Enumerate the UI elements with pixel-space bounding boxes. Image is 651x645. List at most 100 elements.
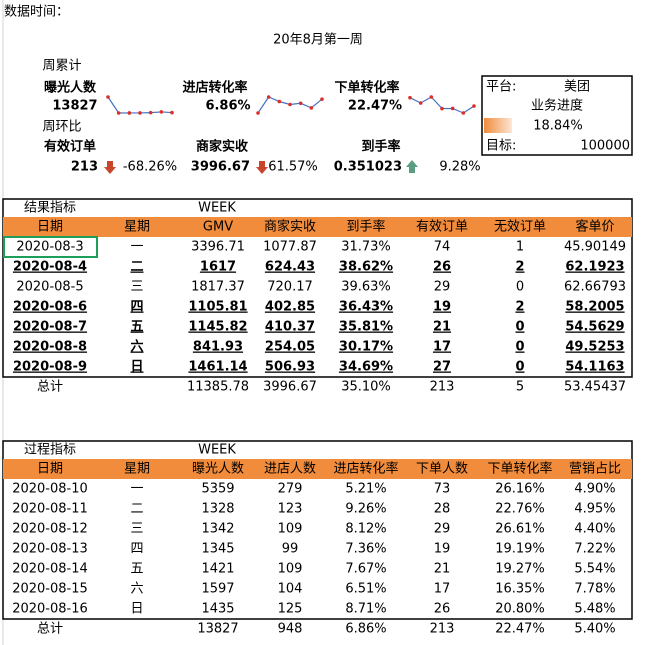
compare-change: 61.57% <box>268 160 318 175</box>
sparkline-point <box>429 95 434 99</box>
cell: 2 <box>515 260 524 275</box>
sparkline-point <box>461 111 466 115</box>
column-header: 有效订单 <box>416 220 468 235</box>
column-header: 营销占比 <box>569 462 621 477</box>
cell: 49.5253 <box>565 340 624 355</box>
cell: 2020-08-3 <box>16 240 83 255</box>
cell: 19 <box>434 542 451 557</box>
cell: 2020-08-15 <box>12 582 88 597</box>
cell: 58.2005 <box>565 300 624 315</box>
cell: 29 <box>434 522 451 537</box>
cell: 1421 <box>201 562 234 577</box>
cell: 26 <box>434 602 451 617</box>
cell: 1345 <box>201 542 234 557</box>
cell: 2020-08-11 <box>12 502 88 517</box>
metric-label: 曝光人数 <box>44 80 97 96</box>
selected-cell <box>3 236 98 258</box>
total-cell: 213 <box>430 622 455 637</box>
weekly-label: 周累计 <box>42 59 81 74</box>
total-cell: 6.86% <box>345 622 386 637</box>
column-header: 进店转化率 <box>333 461 398 477</box>
cell: 36.43% <box>339 300 393 315</box>
cell: 0 <box>515 340 524 355</box>
cell: 6.51% <box>345 582 386 597</box>
cell: 1617 <box>200 260 236 275</box>
cell: 17 <box>433 340 451 355</box>
sparkline-point <box>170 110 174 115</box>
column-header: 商家实收 <box>264 219 316 235</box>
cell: 2 <box>515 300 524 315</box>
table-border <box>2 440 633 620</box>
total-cell: 总计 <box>37 380 63 395</box>
column-header: GMV <box>203 220 233 235</box>
sparkline-point <box>288 102 292 107</box>
trend-arrow <box>256 161 268 174</box>
total-cell: 35.10% <box>341 380 391 395</box>
cell: 六 <box>130 339 143 355</box>
sparkline-point <box>309 106 314 110</box>
cell: 254.05 <box>265 340 315 355</box>
cell: 1105.81 <box>188 300 247 315</box>
compare-value: 0.351023 <box>334 160 402 175</box>
cell: 2020-08-14 <box>12 562 88 577</box>
page-title: 20年8月第一周 <box>273 33 363 48</box>
column-header: 到手率 <box>346 219 385 235</box>
cell: 410.37 <box>265 320 315 335</box>
progress-value: 18.84% <box>533 119 583 134</box>
cell: 四 <box>130 542 143 557</box>
progress-label: 业务进度 <box>531 98 583 114</box>
cell: 4.95% <box>574 502 615 517</box>
header-label: 数据时间： <box>4 5 69 20</box>
sparkline-point <box>298 101 303 106</box>
cell: 109 <box>278 562 303 577</box>
header-row <box>3 459 632 479</box>
cell: 109 <box>278 522 303 537</box>
column-header: 日期 <box>37 462 63 477</box>
total-cell: 5.40% <box>574 622 615 637</box>
column-header: 星期 <box>124 462 150 477</box>
platform-box <box>481 75 633 156</box>
total-cell: 3996.67 <box>263 380 317 395</box>
cell: 2020-08-4 <box>13 260 87 275</box>
cell: 279 <box>278 482 303 497</box>
cell: 3396.71 <box>191 240 245 255</box>
sparkline-point <box>418 101 423 105</box>
cell: 1435 <box>201 602 234 617</box>
column-header: 曝光人数 <box>192 462 244 477</box>
cell: 125 <box>278 602 303 617</box>
cell: 54.5629 <box>565 320 624 335</box>
cell: 1 <box>516 240 524 255</box>
cell: 0 <box>515 320 524 335</box>
compare-label: 商家实收 <box>196 139 249 155</box>
compare-value: 213 <box>71 160 98 175</box>
cell: 841.93 <box>193 340 243 355</box>
trend-arrow <box>104 161 116 174</box>
cell: 17 <box>434 582 451 597</box>
wow-label: 周环比 <box>42 120 81 135</box>
sparkline-point <box>408 95 412 100</box>
cell: 日 <box>130 602 143 617</box>
sparkline-point <box>116 111 121 115</box>
sparkline-point <box>148 110 153 115</box>
cell: 62.66793 <box>564 280 626 295</box>
column-header: 星期 <box>124 220 150 235</box>
cell: 7.67% <box>345 562 386 577</box>
cell: 8.71% <box>345 602 386 617</box>
cell: 1461.14 <box>188 360 247 375</box>
column-header: 客单价 <box>575 219 614 235</box>
cell: 五 <box>130 320 143 335</box>
target-label: 目标: <box>486 139 516 154</box>
cell: 四 <box>130 300 143 315</box>
progress-bar <box>484 118 512 133</box>
total-cell: 5 <box>516 380 524 395</box>
cell: 26 <box>433 260 451 275</box>
metric-value: 13827 <box>52 99 97 114</box>
cell: 21 <box>434 562 451 577</box>
section-label: 结果指标 <box>24 201 76 216</box>
cell: 73 <box>434 482 451 497</box>
column-header: 无效订单 <box>494 220 546 235</box>
cell: 一 <box>130 240 143 255</box>
sparkline-point <box>138 111 142 115</box>
sparkline <box>409 96 475 114</box>
